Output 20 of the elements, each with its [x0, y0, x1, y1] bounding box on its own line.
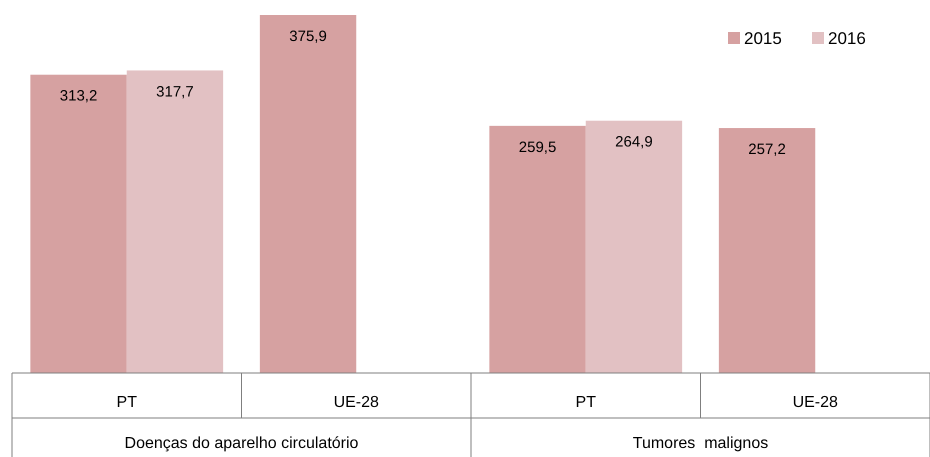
- data-label: 259,5: [518, 138, 556, 156]
- data-label: 375,9: [289, 28, 327, 45]
- bar: [718, 128, 816, 373]
- bar: [586, 120, 682, 373]
- text: Doenças do aparelho circulatório: [124, 435, 359, 452]
- bar: [30, 74, 127, 373]
- legend-label: 2015: [744, 29, 782, 48]
- bar: [126, 70, 224, 373]
- x-tick-label: UE-28: [792, 394, 838, 411]
- data-label: 317,7: [156, 83, 194, 100]
- bar: [489, 126, 586, 373]
- data-label: 257,2: [748, 141, 786, 158]
- x-tick-label: PT: [116, 394, 138, 411]
- x-tick-label: UE-28: [334, 394, 380, 411]
- legend-label: 2016: [828, 29, 866, 48]
- text: Tumores malignos: [632, 435, 768, 452]
- bar: [260, 15, 356, 373]
- x-tick-label: PT: [576, 394, 596, 411]
- data-label: 264,9: [615, 134, 653, 151]
- data-label: 313,2: [60, 88, 98, 105]
